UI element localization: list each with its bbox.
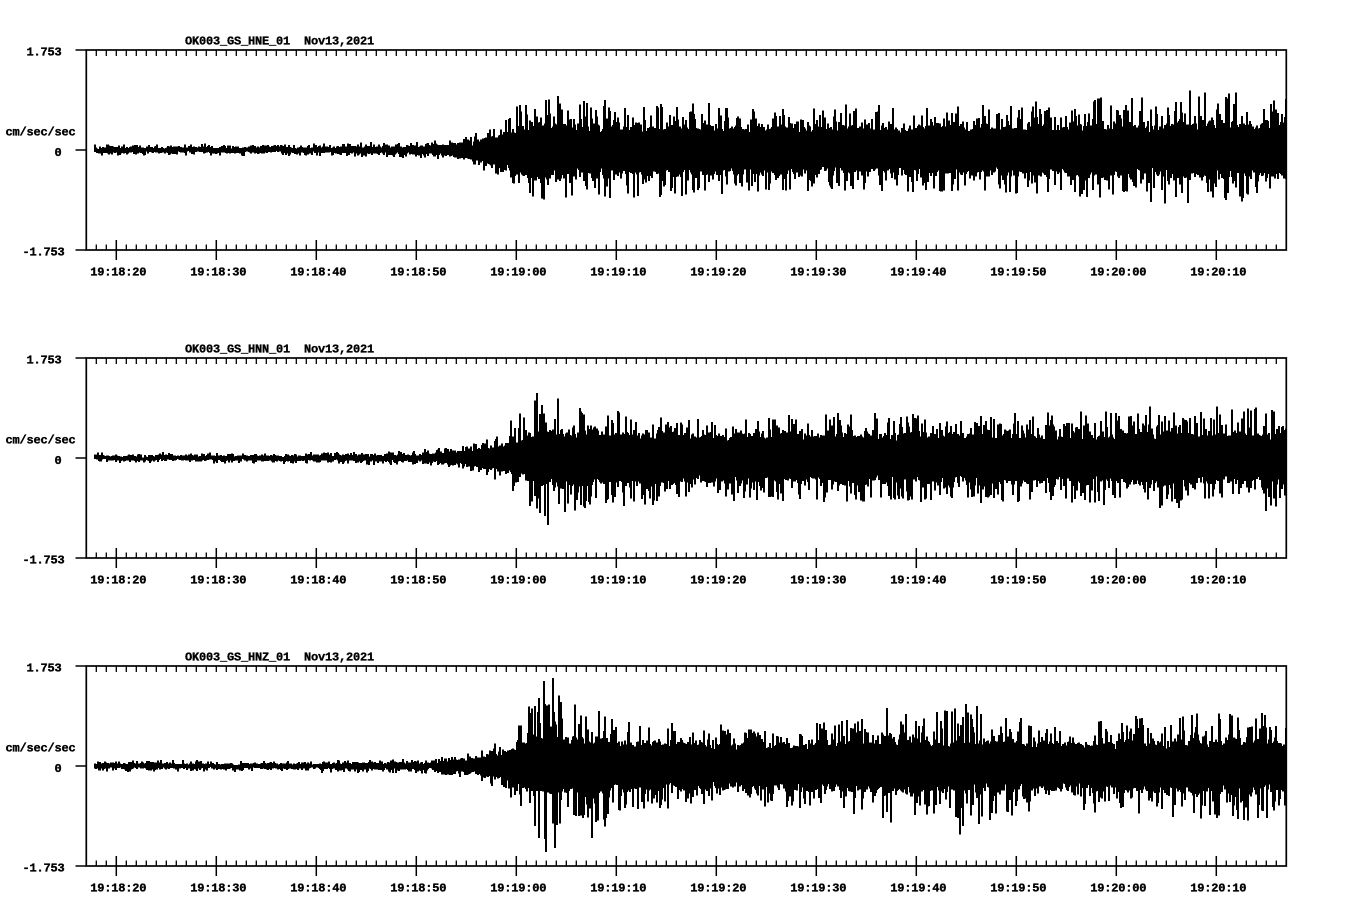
svg-text:cm/sec/sec: cm/sec/sec: [6, 126, 76, 140]
svg-text:19:18:50: 19:18:50: [390, 881, 446, 895]
svg-text:-1.753: -1.753: [22, 246, 64, 260]
svg-text:19:18:30: 19:18:30: [190, 573, 246, 587]
svg-text:19:18:50: 19:18:50: [390, 265, 446, 279]
svg-text:19:19:40: 19:19:40: [890, 573, 946, 587]
svg-text:19:18:30: 19:18:30: [190, 881, 246, 895]
svg-text:19:19:00: 19:19:00: [490, 573, 546, 587]
svg-text:19:19:30: 19:19:30: [790, 265, 846, 279]
svg-text:-1.753: -1.753: [22, 862, 64, 876]
svg-text:19:19:20: 19:19:20: [690, 265, 746, 279]
svg-text:19:18:40: 19:18:40: [290, 881, 346, 895]
svg-text:19:19:50: 19:19:50: [990, 881, 1046, 895]
svg-text:19:19:10: 19:19:10: [590, 881, 646, 895]
svg-text:19:19:50: 19:19:50: [990, 265, 1046, 279]
svg-text:1.753: 1.753: [26, 661, 61, 675]
svg-text:19:19:20: 19:19:20: [690, 573, 746, 587]
svg-text:19:18:40: 19:18:40: [290, 573, 346, 587]
svg-text:19:18:50: 19:18:50: [390, 573, 446, 587]
svg-text:19:18:20: 19:18:20: [90, 573, 146, 587]
svg-text:OK003_GS_HNZ_01 Nov13,2021: OK003_GS_HNZ_01 Nov13,2021: [185, 650, 374, 664]
svg-text:19:20:00: 19:20:00: [1090, 573, 1146, 587]
svg-text:cm/sec/sec: cm/sec/sec: [6, 742, 76, 756]
svg-text:19:19:30: 19:19:30: [790, 573, 846, 587]
svg-text:19:19:10: 19:19:10: [590, 573, 646, 587]
svg-text:19:18:40: 19:18:40: [290, 265, 346, 279]
svg-text:19:18:20: 19:18:20: [90, 881, 146, 895]
svg-text:19:20:00: 19:20:00: [1090, 265, 1146, 279]
svg-text:19:19:00: 19:19:00: [490, 881, 546, 895]
svg-text:1.753: 1.753: [26, 45, 61, 59]
svg-text:0: 0: [54, 146, 61, 160]
svg-text:OK003_GS_HNN_01 Nov13,2021: OK003_GS_HNN_01 Nov13,2021: [185, 342, 374, 356]
svg-text:0: 0: [54, 454, 61, 468]
svg-text:19:19:20: 19:19:20: [690, 881, 746, 895]
svg-text:19:19:30: 19:19:30: [790, 881, 846, 895]
svg-text:OK003_GS_HNE_01 Nov13,2021: OK003_GS_HNE_01 Nov13,2021: [185, 34, 374, 48]
svg-text:19:18:20: 19:18:20: [90, 265, 146, 279]
svg-text:19:20:00: 19:20:00: [1090, 881, 1146, 895]
svg-text:19:19:50: 19:19:50: [990, 573, 1046, 587]
svg-text:19:20:10: 19:20:10: [1190, 881, 1246, 895]
svg-text:19:19:40: 19:19:40: [890, 881, 946, 895]
svg-text:19:19:40: 19:19:40: [890, 265, 946, 279]
svg-text:0: 0: [54, 762, 61, 776]
svg-text:19:18:30: 19:18:30: [190, 265, 246, 279]
svg-text:cm/sec/sec: cm/sec/sec: [6, 434, 76, 448]
svg-text:-1.753: -1.753: [22, 554, 64, 568]
svg-text:19:20:10: 19:20:10: [1190, 265, 1246, 279]
svg-text:19:20:10: 19:20:10: [1190, 573, 1246, 587]
svg-text:19:19:10: 19:19:10: [590, 265, 646, 279]
svg-text:1.753: 1.753: [26, 353, 61, 367]
svg-text:19:19:00: 19:19:00: [490, 265, 546, 279]
